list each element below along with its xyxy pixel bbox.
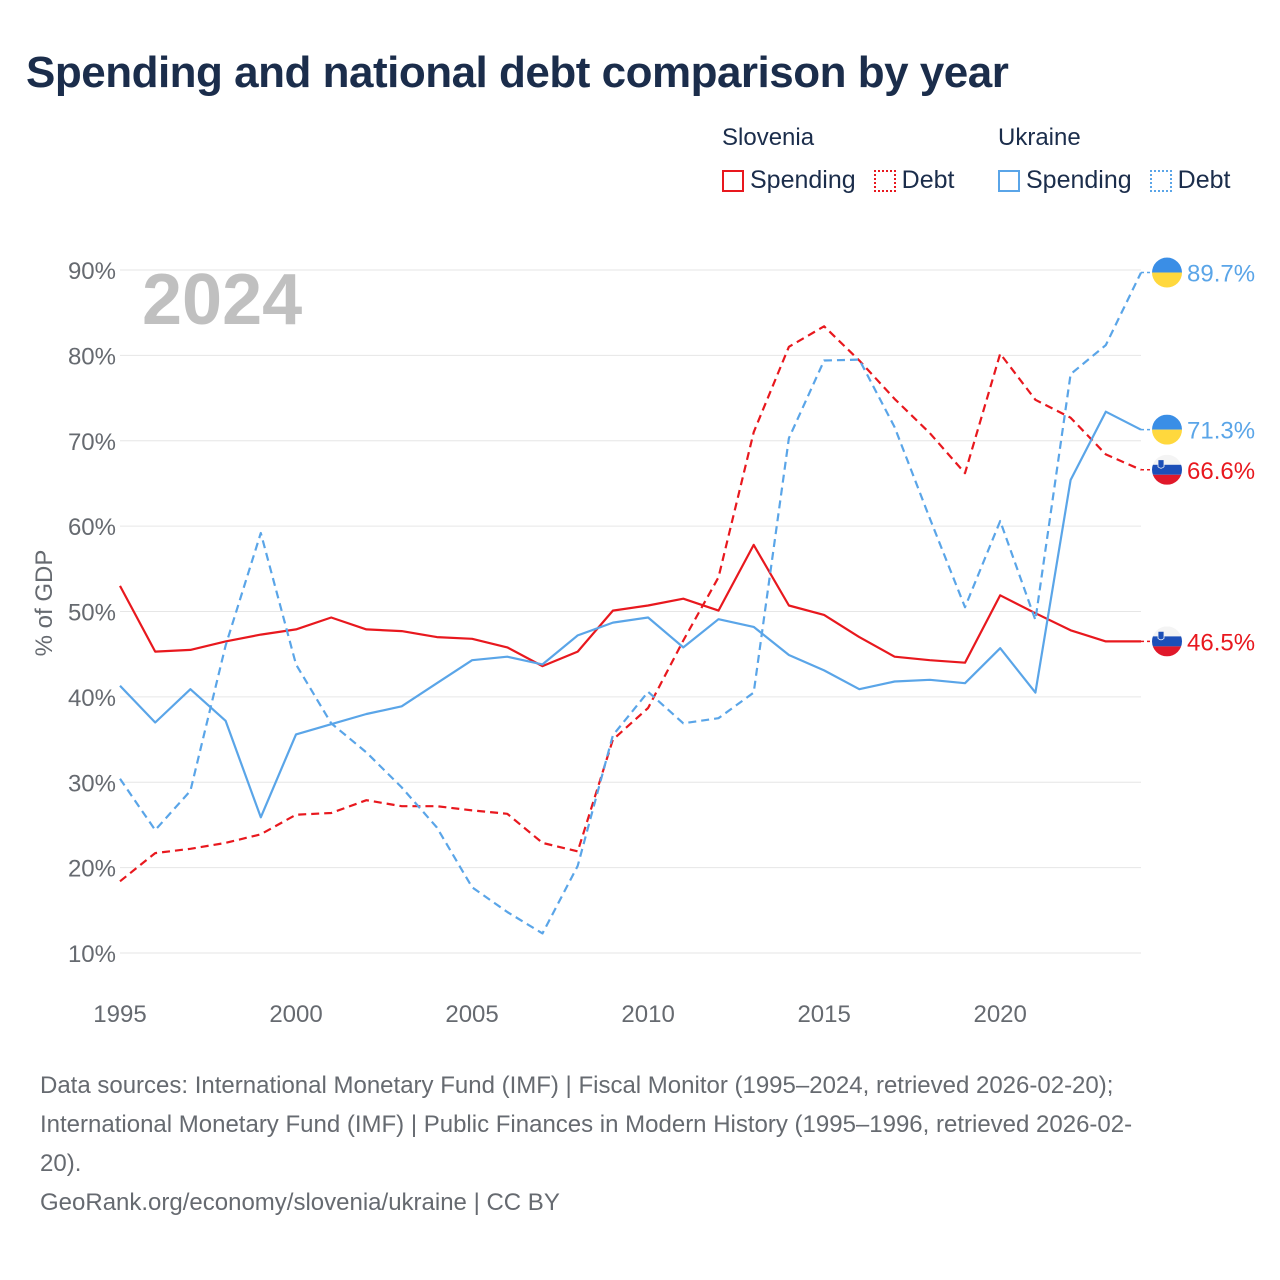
y-tick-label: 40%	[68, 685, 116, 712]
y-tick-label: 50%	[68, 600, 116, 627]
legend-swatch-dotted	[873, 169, 896, 192]
legend-swatch-solid	[998, 169, 1020, 192]
y-tick-label: 70%	[68, 429, 116, 456]
flag-stripe	[1152, 429, 1182, 445]
flag-coat	[1157, 630, 1165, 641]
flag-stripe	[1152, 257, 1182, 273]
legend-group-ukraine: Ukraine Spending Debt	[998, 124, 1230, 195]
x-tick-label: 2005	[445, 1001, 498, 1028]
x-tick-label: 2000	[269, 1001, 322, 1028]
legend-item-ukraine-spending[interactable]: Spending	[998, 166, 1132, 195]
x-tick-label: 2015	[797, 1001, 850, 1028]
line-chart: 10% 20% 30% 40% 50% 60% 70% 80% 90% 1995 2000 2005 2…	[31, 257, 1255, 1028]
ukraine-flag-icon	[1152, 257, 1182, 288]
footer: Data sources: International Monetary Fun…	[40, 1066, 1240, 1222]
slovenia-flag-icon	[1152, 454, 1182, 485]
legend-label: Debt	[1177, 166, 1231, 194]
y-tick-label: 90%	[68, 258, 116, 285]
legend-item-ukraine-debt[interactable]: Debt	[1149, 166, 1231, 195]
flag-stripe	[1152, 636, 1182, 647]
data-sources-line: 20).	[40, 1150, 82, 1177]
flag-stripe	[1152, 464, 1182, 475]
y-axis-label: % of GDP	[31, 550, 58, 657]
y-tick-label: 80%	[68, 343, 116, 370]
credit-line: GeoRank.org/economy/slovenia/ukraine | C…	[40, 1189, 560, 1216]
end-value-label: 46.5%	[1187, 629, 1255, 656]
year-label: 2024	[142, 260, 302, 340]
y-tick-label: 20%	[68, 856, 116, 883]
end-value-label: 89.7%	[1187, 261, 1255, 288]
flag-stripe	[1152, 272, 1182, 288]
ukraine-flag-icon	[1152, 414, 1182, 445]
y-tick-label: 60%	[68, 514, 116, 541]
flag-stripe	[1152, 454, 1182, 465]
legend-swatch-dotted	[1149, 169, 1172, 192]
end-value-label: 71.3%	[1187, 418, 1255, 445]
y-tick-label: 10%	[68, 941, 116, 968]
chart-title: Spending and national debt comparison by…	[26, 48, 1009, 97]
data-sources-line: Data sources: International Monetary Fun…	[40, 1072, 1114, 1099]
legend-country-ukraine: Ukraine	[998, 124, 1081, 151]
legend-swatch-solid	[722, 169, 744, 192]
legend-label: Spending	[1026, 166, 1132, 194]
legend-group-slovenia: Slovenia Spending Debt	[722, 124, 954, 195]
flag-stripe	[1152, 414, 1182, 430]
series-line-ukraine-debt	[119, 272, 1142, 935]
end-value-label: 66.6%	[1187, 458, 1255, 485]
legend-item-slovenia-spending[interactable]: Spending	[722, 166, 856, 195]
series-line-ukraine-spending	[119, 410, 1142, 819]
legend-item-slovenia-debt[interactable]: Debt	[873, 166, 955, 195]
legend-label: Spending	[750, 166, 856, 194]
x-tick-label: 1995	[93, 1001, 146, 1028]
legend-label: Debt	[901, 166, 955, 194]
x-tick-label: 2020	[973, 1001, 1026, 1028]
data-sources-line: International Monetary Fund (IMF) | Publ…	[40, 1111, 1133, 1138]
flag-coat	[1157, 459, 1165, 469]
flag-stripe	[1152, 626, 1182, 637]
flag-stripe	[1152, 646, 1182, 657]
y-tick-label: 30%	[68, 770, 116, 797]
slovenia-flag-icon	[1152, 626, 1182, 657]
series-line-slovenia-spending	[119, 543, 1141, 668]
legend-country-slovenia: Slovenia	[722, 124, 815, 151]
flag-stripe	[1152, 474, 1182, 485]
series-line-slovenia-debt	[119, 325, 1142, 883]
x-tick-label: 2010	[621, 1001, 674, 1028]
